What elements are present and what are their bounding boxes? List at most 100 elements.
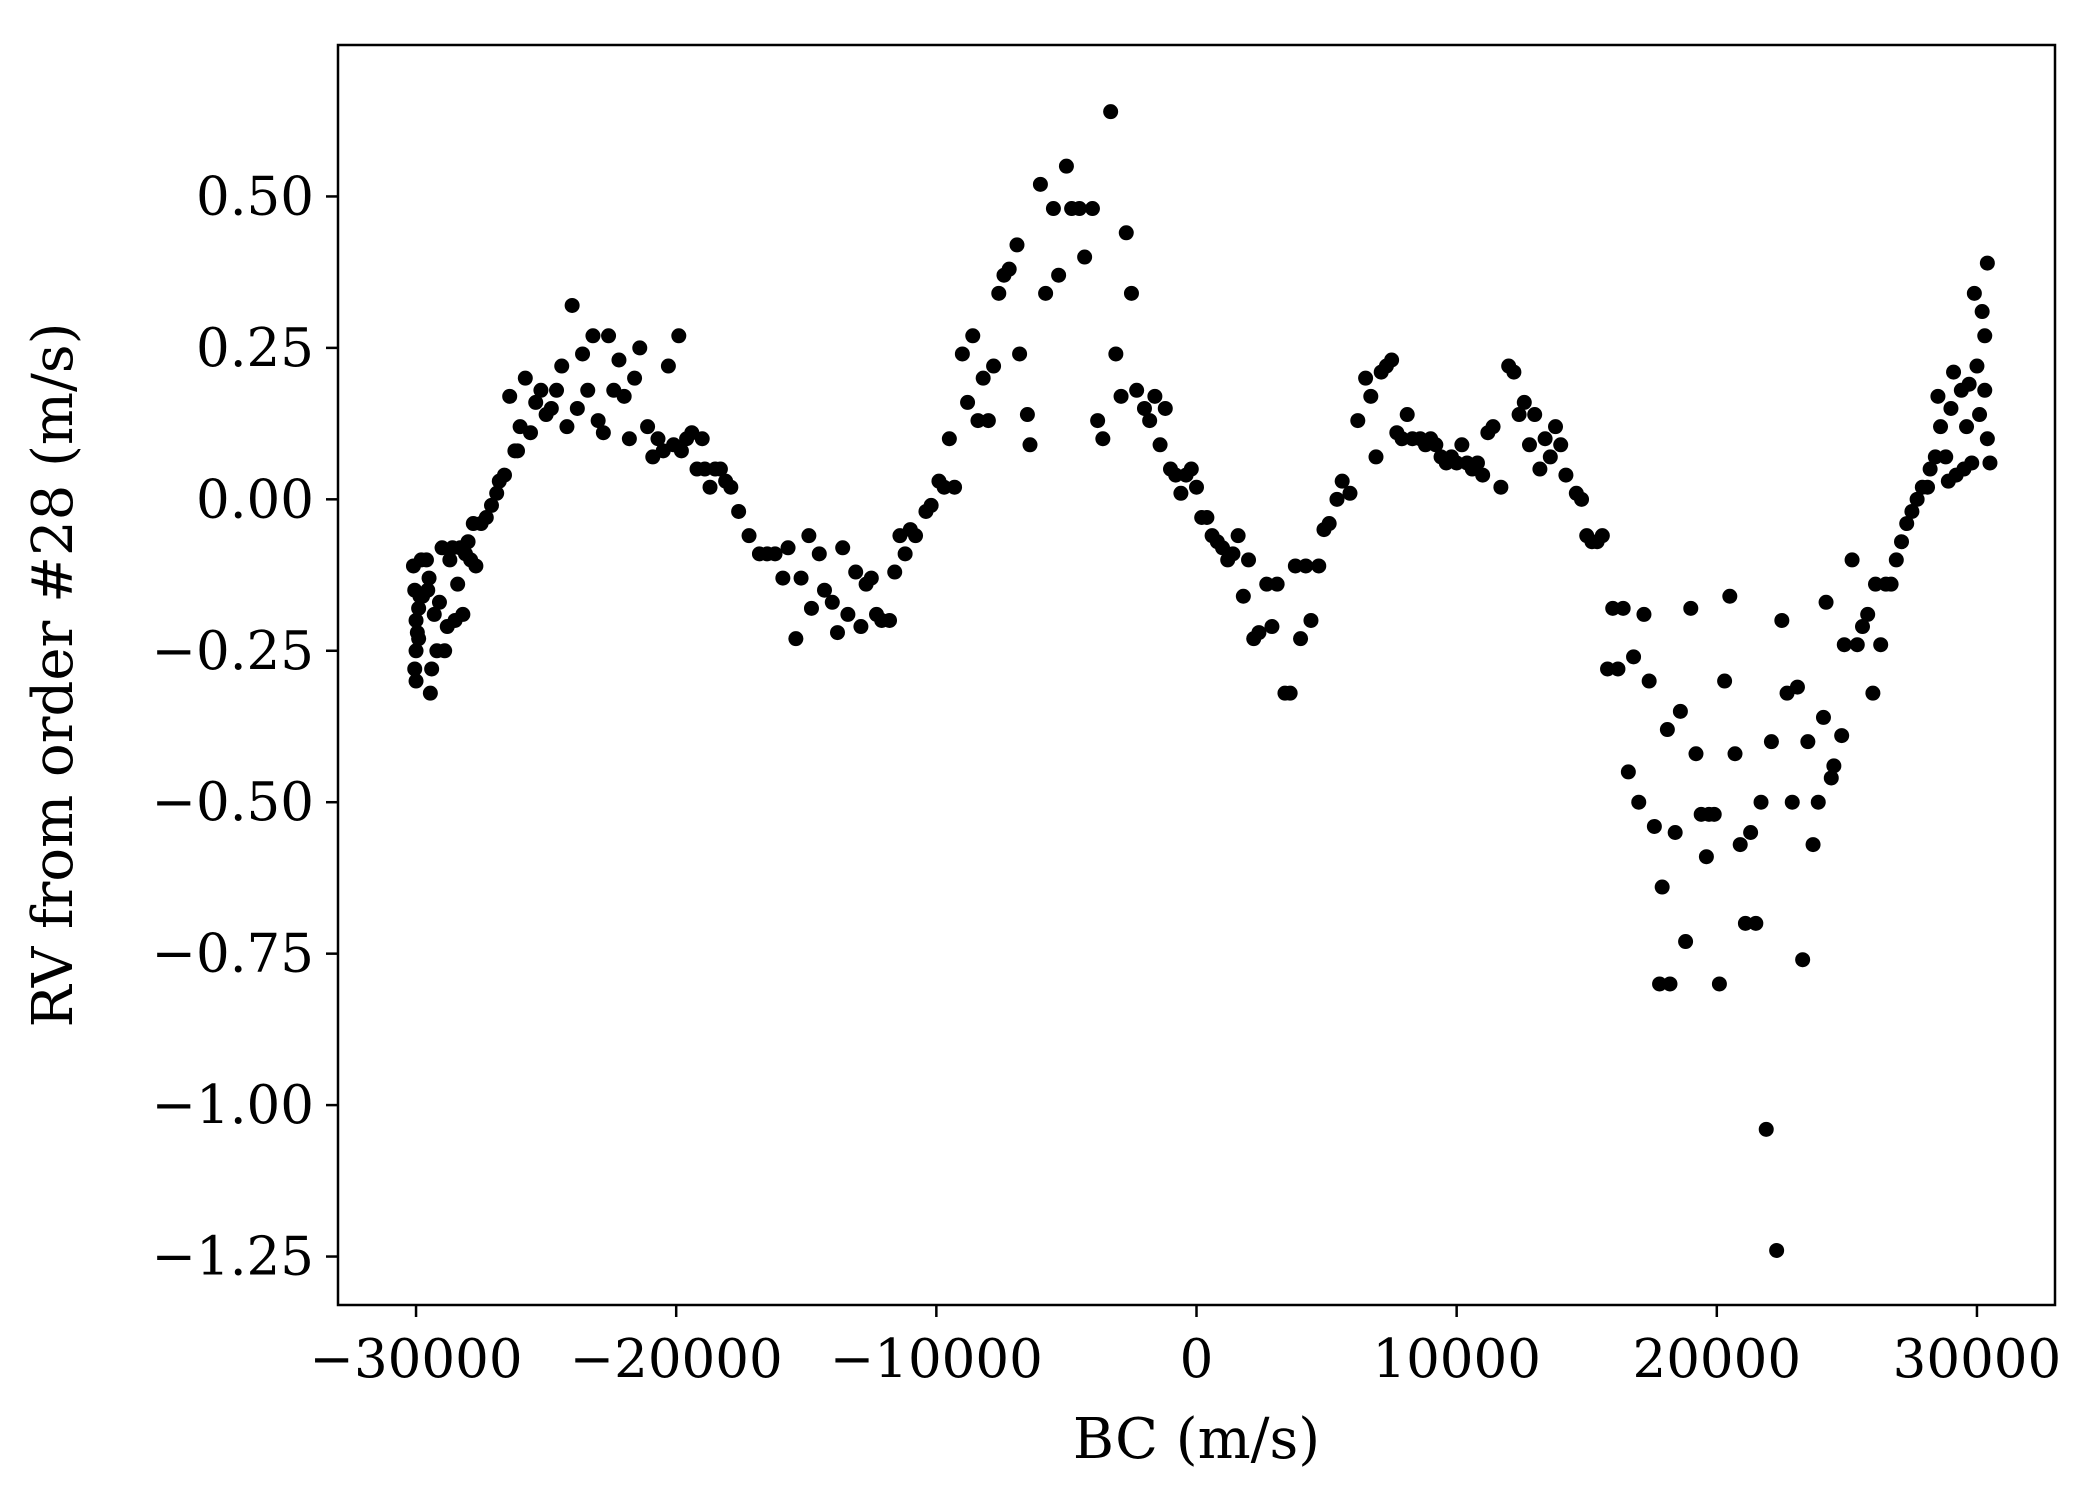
y-tick-label: −0.75 xyxy=(152,924,314,985)
data-point xyxy=(848,564,864,580)
data-point xyxy=(411,631,427,647)
data-point xyxy=(1753,794,1769,810)
data-point xyxy=(1844,552,1860,568)
data-point xyxy=(1342,485,1358,501)
data-point xyxy=(601,328,617,344)
data-point xyxy=(1873,637,1889,653)
data-point xyxy=(1605,600,1621,616)
data-point xyxy=(1095,431,1111,447)
x-tick-label: 0 xyxy=(1180,1329,1214,1390)
data-point xyxy=(640,419,656,435)
data-point xyxy=(426,606,442,622)
data-point xyxy=(775,570,791,586)
data-point xyxy=(1241,552,1257,568)
data-point xyxy=(1516,394,1532,410)
data-point xyxy=(970,413,986,429)
data-point xyxy=(632,340,648,356)
data-point xyxy=(1537,431,1553,447)
data-point xyxy=(947,479,963,495)
data-point xyxy=(554,358,570,374)
data-point xyxy=(1909,491,1925,507)
data-point xyxy=(829,625,845,641)
data-point xyxy=(543,400,559,416)
data-point xyxy=(1977,328,1993,344)
data-point xyxy=(1293,631,1309,647)
data-point xyxy=(840,606,856,622)
data-point xyxy=(853,619,869,635)
data-point xyxy=(788,631,804,647)
data-point xyxy=(824,594,840,610)
data-point xyxy=(1084,201,1100,217)
data-point xyxy=(980,413,996,429)
data-point xyxy=(1157,400,1173,416)
data-point xyxy=(1113,388,1129,404)
data-point xyxy=(1972,407,1988,423)
data-point xyxy=(1789,679,1805,695)
data-point xyxy=(1090,413,1106,429)
data-point xyxy=(1805,837,1821,853)
data-point xyxy=(468,558,484,574)
data-point xyxy=(1251,625,1267,641)
data-point xyxy=(1542,449,1558,465)
data-point xyxy=(1469,455,1485,471)
data-point xyxy=(1038,285,1054,301)
data-point xyxy=(1394,431,1410,447)
data-point xyxy=(569,400,585,416)
data-point xyxy=(1303,612,1319,628)
data-point xyxy=(1784,794,1800,810)
data-point xyxy=(1867,576,1883,592)
data-point xyxy=(585,328,601,344)
data-point xyxy=(1966,285,1982,301)
data-point xyxy=(694,431,710,447)
data-point xyxy=(510,443,526,459)
data-point xyxy=(1358,370,1374,386)
data-point xyxy=(408,612,424,628)
data-point xyxy=(697,461,713,477)
data-point xyxy=(1672,703,1688,719)
data-point xyxy=(1282,685,1298,701)
data-point xyxy=(1368,449,1384,465)
data-point xyxy=(434,540,450,556)
data-point xyxy=(1631,794,1647,810)
data-point xyxy=(1019,407,1035,423)
data-point xyxy=(731,503,747,519)
data-point xyxy=(723,479,739,495)
data-point xyxy=(1506,364,1522,380)
data-point xyxy=(517,370,533,386)
data-point xyxy=(1118,225,1134,241)
data-point xyxy=(1688,746,1704,762)
data-point xyxy=(803,600,819,616)
data-point xyxy=(793,570,809,586)
data-point xyxy=(923,497,939,513)
data-point xyxy=(1938,449,1954,465)
data-point xyxy=(1818,594,1834,610)
data-point xyxy=(1933,419,1949,435)
data-point xyxy=(1800,734,1816,750)
data-point xyxy=(1683,600,1699,616)
data-point xyxy=(1384,352,1400,368)
data-point xyxy=(1974,304,1990,320)
data-point xyxy=(533,382,549,398)
data-point xyxy=(1654,879,1670,895)
data-point xyxy=(887,564,903,580)
data-point xyxy=(1259,576,1275,592)
data-point xyxy=(1001,261,1017,277)
data-point xyxy=(1108,346,1124,362)
data-point xyxy=(1961,376,1977,392)
data-point xyxy=(660,358,676,374)
data-point xyxy=(422,685,438,701)
data-point xyxy=(621,431,637,447)
data-point xyxy=(1652,976,1668,992)
data-point xyxy=(1626,649,1642,665)
data-point xyxy=(627,370,643,386)
data-point xyxy=(1454,437,1470,453)
data-point xyxy=(1659,722,1675,738)
x-tick-label: −30000 xyxy=(310,1329,523,1390)
data-points xyxy=(405,104,1998,1258)
data-point xyxy=(1428,437,1444,453)
data-point xyxy=(611,352,627,368)
x-tick-label: 30000 xyxy=(1893,1329,2062,1390)
data-point xyxy=(816,582,832,598)
data-point xyxy=(936,479,952,495)
data-point xyxy=(1558,467,1574,483)
